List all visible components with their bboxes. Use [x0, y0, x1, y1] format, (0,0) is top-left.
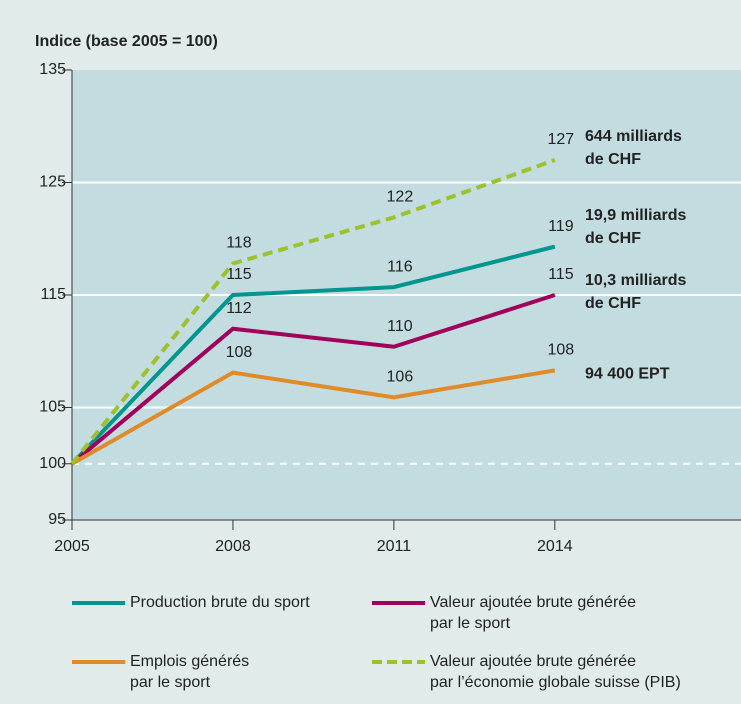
y-axis-label: Indice (base 2005 = 100): [35, 33, 218, 50]
end-annotation: de CHF: [585, 151, 641, 168]
legend-label: Emplois générés: [130, 653, 249, 670]
data-label: 119: [548, 218, 574, 235]
y-tick-label: 95: [48, 511, 66, 528]
y-tick-label: 105: [39, 399, 66, 416]
data-label: 110: [387, 318, 413, 335]
end-annotation: 94 400 EPT: [585, 366, 670, 383]
y-tick-label: 125: [39, 174, 66, 191]
end-annotation: 644 milliards: [585, 128, 682, 145]
x-tick-label: 2014: [537, 538, 573, 555]
legend-label: Production brute du sport: [130, 594, 310, 611]
legend-label: Valeur ajoutée brute générée: [430, 653, 636, 670]
y-tick-label: 100: [39, 455, 66, 472]
legend-label: par le sport: [430, 615, 511, 632]
legend-label: Valeur ajoutée brute générée: [430, 594, 636, 611]
data-label: 118: [226, 235, 252, 252]
x-tick-label: 2011: [377, 538, 412, 555]
data-label: 127: [547, 131, 574, 148]
data-label: 115: [548, 266, 574, 283]
series-line: [70, 293, 556, 466]
data-label: 106: [387, 369, 414, 386]
series-line: [71, 368, 556, 466]
data-label: 115: [226, 266, 252, 283]
end-annotation: de CHF: [585, 295, 641, 312]
data-label: 108: [547, 342, 574, 359]
end-annotation: 19,9 milliards: [585, 207, 686, 224]
end-annotation: de CHF: [585, 230, 641, 247]
data-label: 108: [226, 344, 253, 361]
y-tick-label: 135: [39, 61, 66, 78]
y-tick-label: 115: [40, 286, 66, 303]
data-label: 116: [387, 258, 413, 275]
x-tick-label: 2005: [54, 538, 90, 555]
data-label: 112: [226, 300, 252, 317]
data-label: 122: [387, 189, 414, 206]
series-line: [70, 244, 556, 466]
series-line: [70, 158, 556, 466]
x-tick-label: 2008: [215, 538, 251, 555]
end-annotation: 10,3 milliards: [585, 272, 686, 289]
legend-label: par le sport: [130, 674, 211, 691]
legend-label: par l’économie globale suisse (PIB): [430, 674, 681, 691]
